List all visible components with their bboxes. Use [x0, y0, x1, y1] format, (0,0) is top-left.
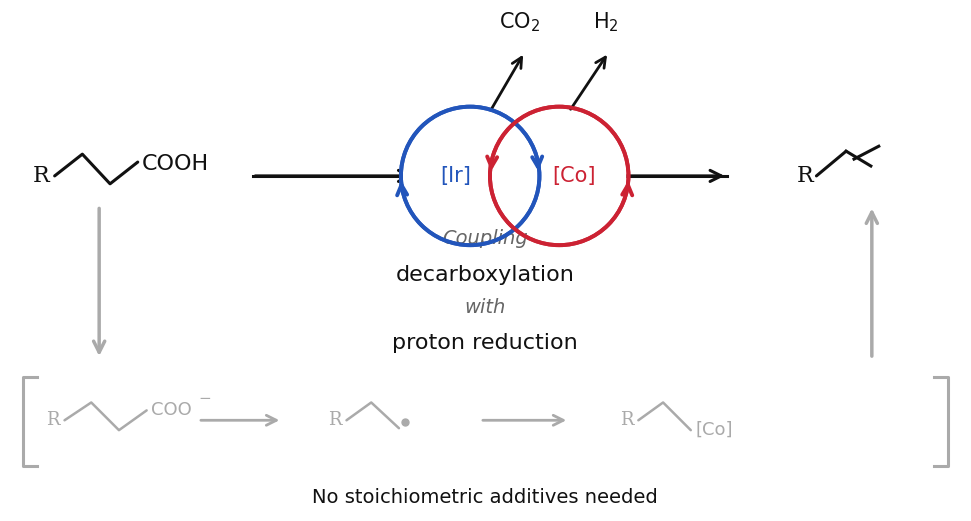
Text: [Co]: [Co] [552, 166, 596, 186]
Text: [Co]: [Co] [696, 421, 733, 439]
Text: −: − [198, 391, 211, 406]
Text: H$_2$: H$_2$ [593, 11, 619, 34]
Circle shape [492, 109, 626, 243]
Text: COOH: COOH [142, 154, 209, 174]
Text: R: R [796, 165, 814, 187]
Text: COO: COO [151, 401, 191, 419]
Text: R: R [328, 411, 342, 429]
Text: with: with [464, 298, 506, 317]
Text: [Ir]: [Ir] [440, 166, 471, 186]
Text: R: R [619, 411, 633, 429]
Text: proton reduction: proton reduction [392, 333, 578, 353]
Text: decarboxylation: decarboxylation [395, 265, 575, 285]
Text: No stoichiometric additives needed: No stoichiometric additives needed [312, 488, 658, 507]
Text: CO$_2$: CO$_2$ [499, 11, 540, 34]
Text: R: R [46, 411, 59, 429]
Text: R: R [33, 165, 50, 187]
Circle shape [403, 109, 537, 243]
Text: Coupling: Coupling [442, 229, 528, 248]
